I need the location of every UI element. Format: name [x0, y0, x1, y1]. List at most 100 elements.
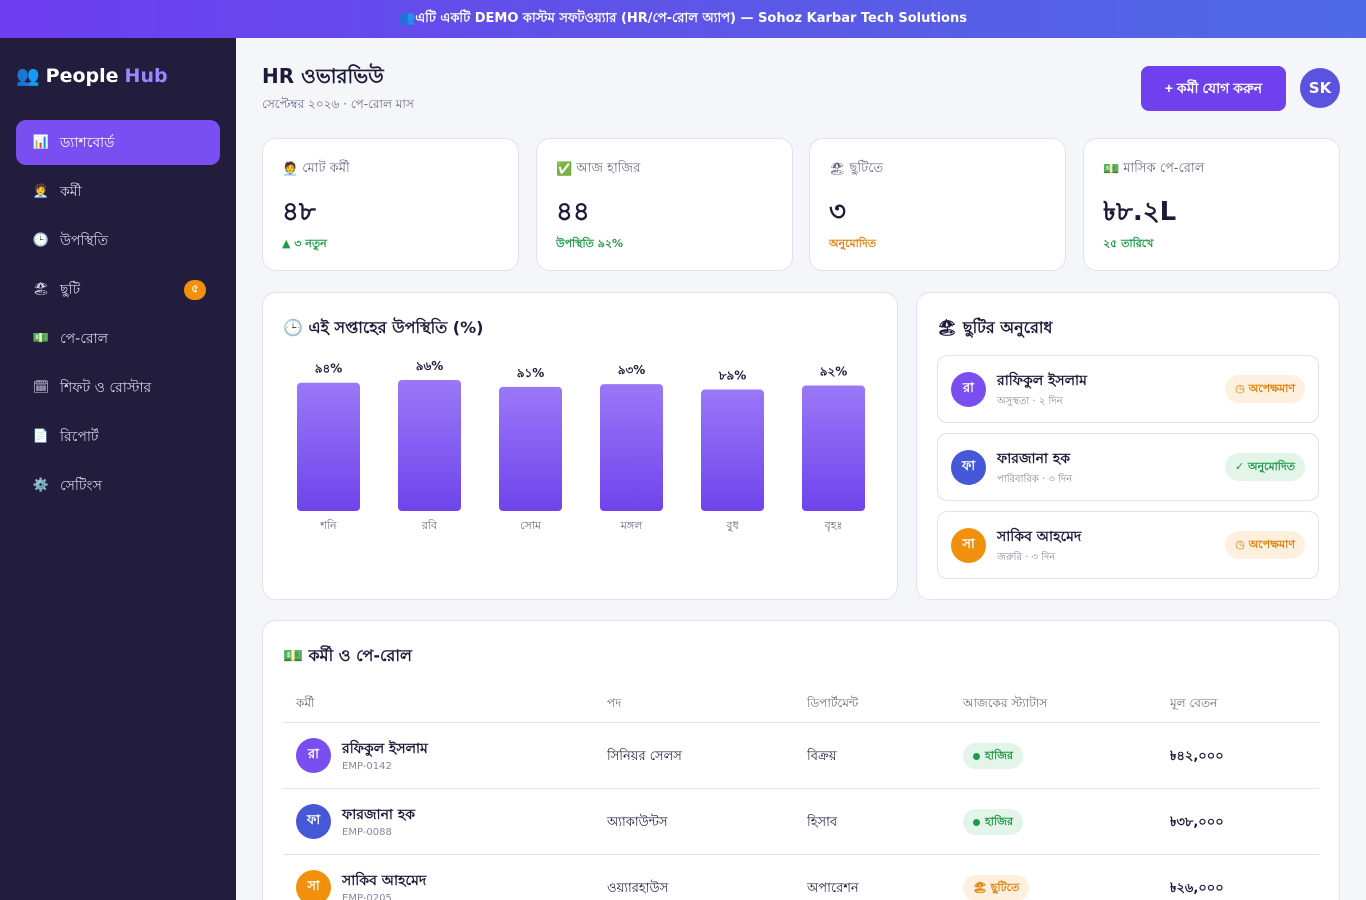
employee-id: EMP-0088: [342, 827, 392, 838]
sidebar-item-6[interactable]: 📄 রিপোর্ট: [16, 414, 220, 459]
status-badge: 🏖 ছুটিতে: [963, 875, 1030, 900]
stat-label: ✅ আজ হাজির: [556, 159, 640, 180]
stat-icon: 💵: [1103, 162, 1120, 177]
leave-status-badge[interactable]: ✓ অনুমোদিত: [1224, 453, 1305, 481]
user-avatar[interactable]: SK: [1300, 68, 1340, 108]
chart-icon: 📊: [32, 135, 50, 150]
stat-note: ▲ ৩ নতুন: [282, 237, 327, 250]
stat-value: ৩: [829, 197, 846, 227]
table-row[interactable]: সা সাকিব আহমেদ EMP-0205 ওয়্যারহাউস অপারেশন 🏖…: [283, 855, 1319, 900]
sidebar-item-label: ড্যাশবোর্ড: [60, 134, 115, 151]
table-row[interactable]: ফা ফারজানা হক EMP-0088 অ্যাকাউন্টস হিসাব হাজি…: [283, 789, 1319, 855]
stat-label-text: ছুটিতে: [849, 161, 884, 176]
leave-meta: অসুস্থতা · ২ দিন: [997, 396, 1063, 407]
demo-banner: 👥এটি একটি DEMO কাস্টম সফটওয়্যার (HR/পে-…: [0, 0, 1366, 38]
employee-role: অ্যাকাউন্টস: [607, 815, 668, 830]
table-body: রা রফিকুল ইসলাম EMP-0142 সিনিয়র সেলস বিক্রয…: [283, 723, 1319, 900]
avatar: রা: [296, 738, 331, 773]
column-header[interactable]: পদ: [607, 696, 622, 710]
column-header[interactable]: মূল বেতন: [1170, 696, 1218, 710]
leave-count-badge: ৫: [184, 279, 206, 300]
leave-request-item[interactable]: রা রাফিকুল ইসলাম অসুস্থতা · ২ দিন ◷ অপেক্ষম…: [937, 355, 1319, 423]
stat-label-text: মাসিক পে-রোল: [1123, 161, 1205, 176]
leave-meta: পারিবারিক · ৩ দিন: [997, 474, 1073, 485]
employee-salary: ৳৩৮,০০০: [1170, 815, 1224, 830]
add-employee-button[interactable]: + কর্মী যোগ করুন: [1141, 66, 1286, 111]
avatar: ফা: [951, 450, 986, 485]
attendance-card: 🕒 এই সপ্তাহের উপস্থিতি (%) ৯৪% শনি ৯৬% রবি ৯…: [262, 292, 898, 600]
gear-icon: ⚙️: [32, 478, 50, 493]
money-icon: 💵: [32, 331, 50, 346]
brand-logo[interactable]: 👥 People Hub: [16, 64, 168, 88]
x-tick-label: সোম: [520, 519, 542, 532]
sidebar-item-3[interactable]: 🏖 ছুটি ৫: [16, 267, 220, 312]
employee-dept: হিসাব: [807, 815, 838, 830]
bar-value-label: ৮৯%: [718, 369, 747, 383]
sidebar-item-7[interactable]: ⚙️ সেটিংস: [16, 463, 220, 508]
attendance-bar: [701, 389, 764, 511]
leave-status-badge[interactable]: ◷ অপেক্ষমাণ: [1225, 375, 1305, 403]
employee-name: ফারজানা হক: [342, 807, 416, 823]
stat-value: ৪৮: [282, 197, 316, 227]
attendance-bar: [398, 380, 461, 511]
leave-request-item[interactable]: সা সাকিব আহমেদ জরুরি · ৩ দিন ◷ অপেক্ষমাণ: [937, 511, 1319, 579]
stat-label: 💵 মাসিক পে-রোল: [1103, 159, 1204, 180]
employee-id: EMP-0142: [342, 761, 392, 772]
status-dot-icon: [973, 818, 980, 826]
document-icon: 📄: [32, 429, 50, 444]
table-row[interactable]: রা রফিকুল ইসলাম EMP-0142 সিনিয়র সেলস বিক্রয…: [283, 723, 1319, 789]
column-header[interactable]: ডিপার্টমেন্ট: [807, 696, 859, 710]
sidebar-item-4[interactable]: 💵 পে-রোল: [16, 316, 220, 361]
x-tick-label: রবি: [421, 519, 438, 532]
sidebar: 👥 People Hub 📊 ড্যাশবোর্ড 🧑‍💼 কর্মী 🕒 উপস্থিত…: [0, 38, 236, 900]
sidebar-nav: 📊 ড্যাশবোর্ড 🧑‍💼 কর্মী 🕒 উপস্থিতি 🏖 ছুটি ৫ 💵 পে-রো…: [16, 120, 220, 512]
employee-salary: ৳২৬,০০০: [1170, 881, 1224, 896]
x-tick-label: মঙ্গল: [620, 519, 643, 532]
x-tick-label: শনি: [319, 519, 337, 532]
bar-value-label: ৯৪%: [315, 362, 343, 376]
stat-value: ৪৪: [556, 197, 590, 227]
employee-dept: বিক্রয়: [807, 749, 837, 764]
leave-employee-name: রাফিকুল ইসলাম: [997, 373, 1087, 389]
leave-employee-name: ফারজানা হক: [997, 451, 1071, 467]
stat-label-text: মোট কর্মী: [302, 161, 350, 176]
column-header[interactable]: কর্মী: [296, 696, 315, 710]
column-header[interactable]: আজকের স্ট্যাটাস: [963, 696, 1048, 710]
sidebar-item-label: উপস্থিতি: [60, 232, 109, 249]
stat-value: ৳৮.২L: [1103, 197, 1177, 227]
employee-name: রফিকুল ইসলাম: [342, 741, 428, 757]
leave-requests-card: 🏖 ছুটির অনুরোধ রা রাফিকুল ইসলাম অসুস্থতা ·…: [916, 292, 1340, 600]
sidebar-item-label: কর্মী: [60, 183, 82, 200]
leave-employee-name: সাকিব আহমেদ: [997, 529, 1082, 545]
calendar-icon: 🗓: [32, 380, 50, 395]
table-header: কর্মী পদ ডিপার্টমেন্ট আজকের স্ট্যাটাস মূল বে…: [283, 681, 1319, 723]
bar-value-label: ৯২%: [820, 364, 848, 378]
stat-note: অনুমোদিত: [829, 237, 876, 250]
payroll-title: 💵 কর্মী ও পে-রোল: [283, 646, 412, 665]
avatar: ফা: [296, 804, 331, 839]
attendance-bar: [499, 386, 562, 511]
x-tick-label: বৃহঃ: [824, 519, 843, 532]
employee-dept: অপারেশন: [807, 881, 859, 896]
sidebar-item-2[interactable]: 🕒 উপস্থিতি: [16, 218, 220, 263]
employee-salary: ৳৪২,০০০: [1170, 749, 1224, 764]
leave-request-item[interactable]: ফা ফারজানা হক পারিবারিক · ৩ দিন ✓ অনুমোদিত: [937, 433, 1319, 501]
stat-card: 💵 মাসিক পে-রোল ৳৮.২L ২৫ তারিখে: [1083, 138, 1340, 271]
sidebar-item-label: ছুটি: [60, 281, 81, 298]
beach-icon: 🏖: [32, 282, 50, 297]
leave-title: 🏖 ছুটির অনুরোধ: [937, 318, 1053, 337]
stat-note: উপস্থিতি ৯২%: [556, 237, 624, 250]
stat-icon: 🧑‍💼: [282, 162, 299, 177]
sidebar-item-5[interactable]: 🗓 শিফট ও রোস্টার: [16, 365, 220, 410]
brand-accent: Hub: [124, 64, 168, 87]
employee-role: ওয়্যারহাউস: [607, 881, 669, 896]
sidebar-item-0[interactable]: 📊 ড্যাশবোর্ড: [16, 120, 220, 165]
stat-card: 🧑‍💼 মোট কর্মী ৪৮ ▲ ৩ নতুন: [262, 138, 519, 271]
sidebar-item-label: রিপোর্ট: [60, 428, 99, 445]
leave-status-badge[interactable]: ◷ অপেক্ষমাণ: [1225, 531, 1305, 559]
sidebar-item-1[interactable]: 🧑‍💼 কর্মী: [16, 169, 220, 214]
page-title: HR ওভারভিউ: [262, 64, 384, 88]
stat-label-text: আজ হাজির: [576, 161, 641, 176]
stat-card: 🏖 ছুটিতে ৩ অনুমোদিত: [809, 138, 1066, 271]
stat-card: ✅ আজ হাজির ৪৪ উপস্থিতি ৯২%: [536, 138, 793, 271]
